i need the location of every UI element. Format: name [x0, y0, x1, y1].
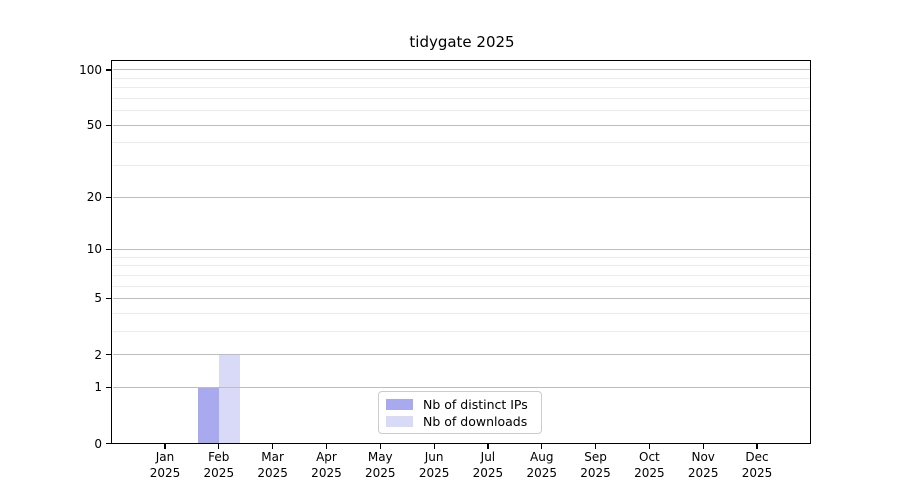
x-tick-label: Dec 2025	[742, 449, 773, 481]
x-tick-year: 2025	[687, 466, 719, 480]
x-tick-label: Jun 2025	[419, 449, 450, 481]
x-axis-tick	[218, 444, 220, 449]
x-axis-tick	[648, 444, 650, 449]
x-axis-tick	[325, 444, 328, 449]
x-tick-year: 2025	[526, 466, 558, 480]
x-tick-label: May 2025	[365, 449, 396, 481]
x-tick-label: Jul 2025	[473, 449, 504, 481]
x-tick-year: 2025	[257, 466, 288, 480]
x-axis-tick	[272, 444, 274, 449]
x-tick-month: Jun	[424, 450, 444, 464]
x-tick-year: 2025	[472, 466, 504, 480]
legend-row-downloads: Nb of downloads	[386, 413, 541, 430]
x-tick-label: Apr 2025	[311, 449, 342, 481]
y-tick-label: 1	[94, 380, 102, 395]
x-tick-year: 2025	[418, 466, 450, 480]
legend-swatch-downloads	[386, 415, 413, 427]
y-tick-label: 10	[86, 242, 102, 257]
legend-label-distinct-ips: Nb of distinct IPs	[423, 396, 528, 412]
y-tick-label: 20	[86, 190, 102, 205]
y-tick-label: 5	[94, 291, 102, 306]
y-tick-label: 100	[79, 62, 102, 77]
x-tick-label: Mar 2025	[257, 449, 288, 481]
x-tick-year: 2025	[149, 466, 181, 480]
x-tick-label: Oct 2025	[634, 449, 665, 481]
x-tick-year: 2025	[741, 466, 773, 480]
x-axis-tick	[702, 444, 704, 449]
x-tick-month: Mar	[261, 450, 284, 464]
x-tick-month: Apr	[316, 450, 337, 464]
x-tick-year: 2025	[580, 466, 611, 480]
x-axis-tick	[164, 444, 166, 449]
x-tick-label: Aug 2025	[526, 449, 557, 481]
x-tick-label: Feb 2025	[204, 449, 235, 481]
x-tick-month: May	[367, 450, 393, 464]
x-tick-label: Jan 2025	[150, 449, 181, 481]
legend-row-distinct-ips: Nb of distinct IPs	[386, 396, 541, 413]
x-tick-month: Jul	[480, 450, 496, 464]
x-tick-month: Aug	[530, 450, 554, 464]
x-tick-year: 2025	[203, 466, 235, 480]
x-tick-year: 2025	[364, 466, 396, 480]
x-tick-month: Nov	[691, 450, 715, 464]
x-axis-tick	[541, 444, 543, 449]
chart-title: tidygate 2025	[409, 33, 515, 51]
x-axis-tick	[756, 444, 758, 449]
x-tick-month: Jan	[155, 450, 175, 464]
x-tick-month: Oct	[638, 450, 660, 464]
x-tick-label: Sep 2025	[580, 449, 611, 481]
x-tick-month: Feb	[208, 450, 230, 464]
y-tick-label: 0	[94, 436, 102, 451]
x-tick-month: Sep	[584, 450, 607, 464]
legend-swatch-distinct-ips	[386, 398, 413, 410]
x-axis-tick	[433, 444, 435, 449]
x-tick-label: Nov 2025	[688, 449, 719, 481]
legend: Nb of distinct IPs Nb of downloads	[378, 391, 542, 434]
x-axis-tick	[379, 444, 381, 449]
x-axis-tick	[594, 444, 597, 449]
plot-area-spines	[111, 60, 811, 444]
x-tick-month: Dec	[745, 450, 769, 464]
y-tick-label: 50	[86, 118, 102, 133]
x-tick-year: 2025	[311, 466, 342, 480]
y-tick-label: 2	[94, 347, 102, 362]
legend-label-downloads: Nb of downloads	[423, 413, 528, 429]
x-axis-tick	[487, 444, 489, 449]
x-tick-year: 2025	[634, 466, 665, 480]
